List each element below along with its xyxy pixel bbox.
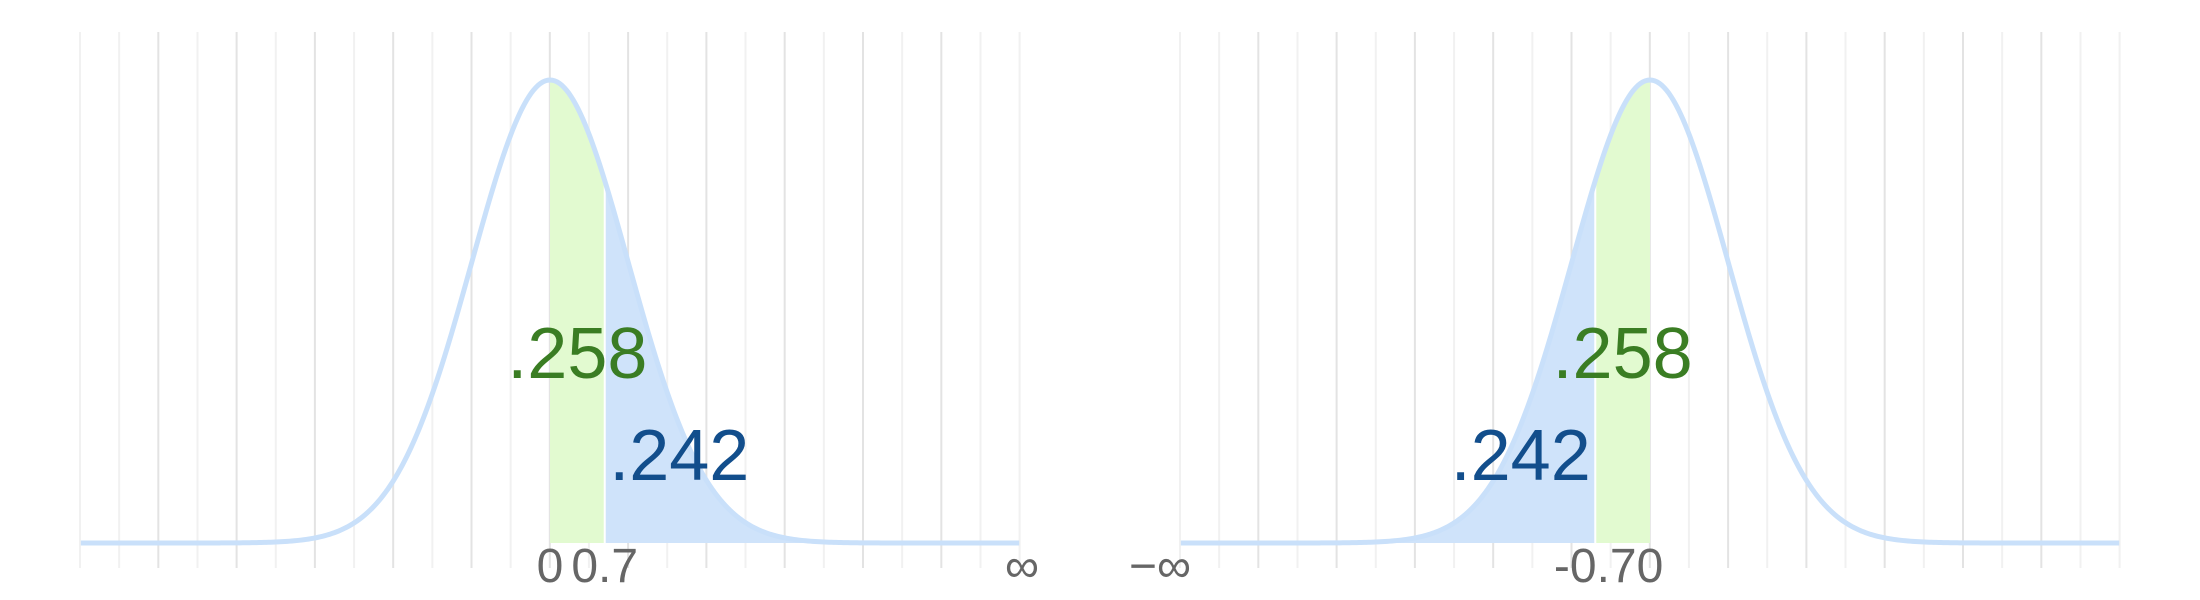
- middle-probability-label: .258: [1553, 314, 1693, 394]
- density-curve: [80, 77, 1020, 546]
- grid-lines: [79, 32, 1021, 568]
- middle-probability-label: .258: [507, 314, 647, 394]
- tick-label: -0.7: [1554, 540, 1637, 593]
- density-curve: [1180, 77, 2120, 546]
- tail-probability-label: .242: [609, 416, 749, 496]
- tail-area: [604, 180, 1020, 544]
- chart-panel-2: .242 .258 −∞ -0.7 0: [1129, 32, 2121, 593]
- middle-area: [550, 80, 605, 543]
- tick-label: ∞: [1005, 540, 1039, 593]
- tick-label: 0: [537, 540, 564, 593]
- tail-area: [1180, 180, 1596, 544]
- middle-area: [1595, 80, 1650, 543]
- tail-probability-label: .242: [1451, 416, 1591, 496]
- tick-label: 0.7: [571, 540, 638, 593]
- chart-panel-1: .258 .242 0 0.7 ∞: [79, 32, 1039, 593]
- tick-label: −∞: [1129, 540, 1191, 593]
- tick-label: 0: [1637, 540, 1664, 593]
